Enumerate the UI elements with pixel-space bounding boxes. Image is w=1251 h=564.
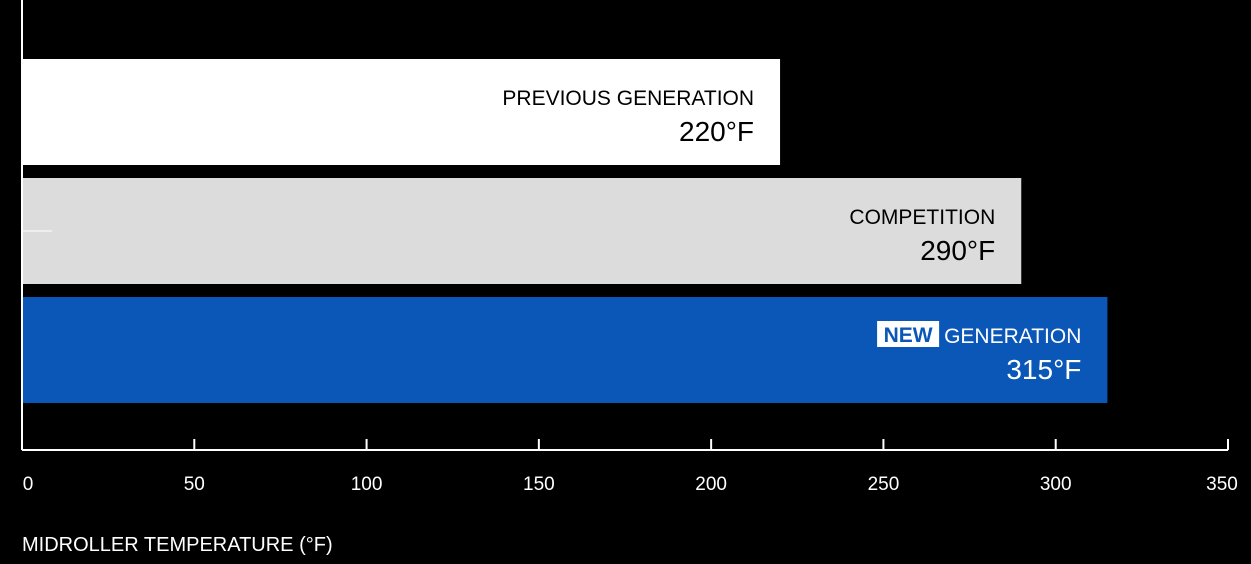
bar-value-label: 315°F <box>1006 354 1081 385</box>
bar-category-label: GENERATION <box>944 325 1081 348</box>
x-tick-label: 300 <box>1040 474 1072 495</box>
x-tick-label: 250 <box>868 474 900 495</box>
bar-1 <box>22 59 781 165</box>
bar-value-label: 220°F <box>679 116 754 147</box>
x-tick-label: 50 <box>184 474 205 495</box>
x-axis-title: MIDROLLER TEMPERATURE (°F) <box>22 534 333 556</box>
x-tick-label: 150 <box>523 474 555 495</box>
bar-3 <box>22 297 1108 403</box>
bar-value-label: 290°F <box>920 235 995 266</box>
bar-2 <box>22 178 1022 284</box>
bar-category-label: PREVIOUS GENERATION <box>502 87 754 110</box>
bars-layer: PREVIOUS GENERATION 220°F COMPETITION 290°F… <box>22 59 1108 403</box>
x-tick-label: 350 <box>1206 474 1238 495</box>
new-badge-label: NEW <box>884 324 933 347</box>
x-axis: 0 50 100 150 200 250 300 350 <box>21 0 1238 495</box>
new-badge <box>877 321 940 347</box>
bar-category-label: COMPETITION <box>849 206 995 229</box>
x-tick-label: 100 <box>351 474 383 495</box>
x-tick-label: 200 <box>695 474 727 495</box>
x-tick-label: 0 <box>23 474 34 495</box>
